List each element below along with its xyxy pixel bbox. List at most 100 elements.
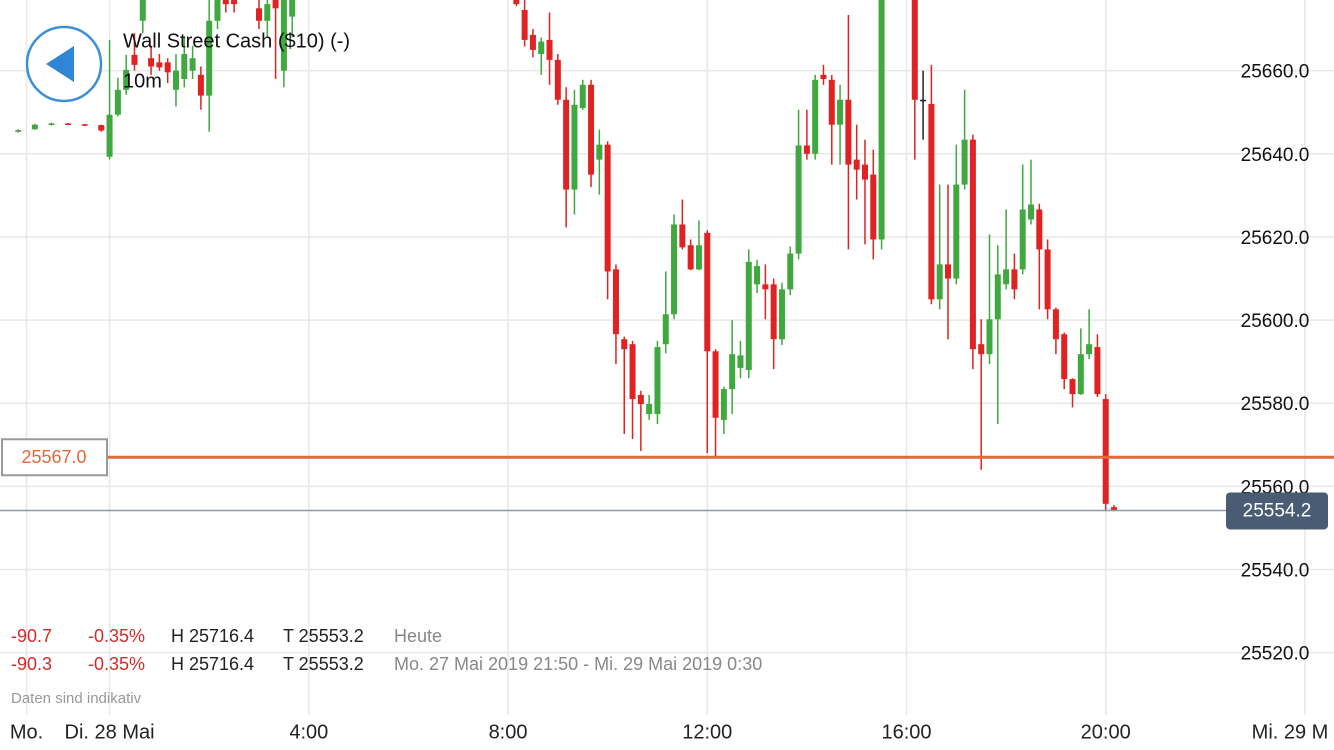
candle-body	[106, 114, 113, 157]
candle-body	[637, 394, 644, 405]
candle-body	[986, 319, 993, 355]
candle-body	[148, 58, 155, 67]
candle-body	[737, 355, 744, 368]
reference-label: 25567.0	[21, 447, 86, 467]
stat-text: T 25553.2	[283, 654, 364, 674]
candle-body	[861, 164, 868, 180]
candle-body	[189, 58, 196, 71]
candle-body	[596, 144, 603, 160]
candle-body	[1003, 269, 1010, 285]
y-tick-label: 25660.0	[1241, 62, 1310, 83]
candle-body	[65, 123, 72, 125]
candle-body	[920, 99, 927, 102]
stat-text: Mo. 27 Mai 2019 21:50 - Mi. 29 Mai 2019 …	[394, 654, 762, 674]
candle-body	[969, 139, 976, 350]
candle-body	[936, 264, 943, 300]
candle-body	[264, 4, 271, 21]
x-tick-label: 20:00	[1081, 721, 1131, 743]
candle-body	[272, 0, 279, 9]
candle-body	[1111, 507, 1118, 511]
back-arrow[interactable]	[46, 46, 74, 82]
candle-body	[911, 0, 918, 100]
grid	[0, 0, 1334, 715]
candle-body	[870, 174, 877, 240]
candle-body	[944, 264, 951, 279]
candle-body	[15, 130, 22, 132]
candle-body	[1028, 204, 1035, 220]
candle-body	[654, 347, 661, 415]
last-price-label: 25554.2	[1243, 500, 1312, 521]
candle-body	[1019, 209, 1026, 270]
x-tick-label: 8:00	[489, 721, 528, 743]
candle-body	[222, 0, 229, 5]
candle-body	[123, 69, 130, 90]
candle-body	[704, 232, 711, 352]
candle-body	[803, 145, 810, 154]
x-tick-label: Mo.	[10, 721, 43, 743]
x-tick-label: 16:00	[881, 721, 931, 743]
candle-body	[953, 184, 960, 279]
stat-text: -0.35%	[88, 626, 145, 646]
x-tick-label: Di. 28 Mai	[65, 721, 155, 743]
candle-body	[754, 266, 761, 285]
candle-body	[521, 9, 528, 40]
candles	[15, 0, 1118, 512]
candle-body	[280, 0, 287, 71]
candle-body	[712, 351, 719, 418]
stats: -90.7 -0.35% H 25716.4 T 25553.2 Heute -90.3 -…	[11, 626, 762, 674]
candle-body	[156, 62, 163, 68]
stat-text: Heute	[394, 626, 442, 646]
candle-body	[513, 0, 520, 5]
candle-body	[588, 84, 595, 175]
candle-body	[837, 99, 844, 125]
candle-body	[172, 70, 179, 90]
y-tick-label: 25620.0	[1241, 228, 1310, 249]
stat-text: -90.3	[11, 654, 52, 674]
candle-body	[1044, 249, 1051, 310]
candle-body	[646, 404, 653, 415]
candle-body	[662, 314, 669, 345]
candle-body	[81, 124, 88, 126]
candle-body	[1102, 399, 1109, 504]
candle-body	[231, 0, 238, 5]
back-button[interactable]	[25, 25, 103, 103]
candle-body	[762, 284, 769, 290]
candle-body	[255, 8, 262, 21]
candle-body	[571, 104, 578, 190]
candle-body	[720, 389, 727, 420]
candle-body	[1036, 209, 1043, 250]
x-tick-label: 12:00	[682, 721, 732, 743]
candle-body	[1069, 379, 1076, 395]
candle-body	[289, 0, 296, 17]
candle-body	[206, 20, 213, 96]
candle-body	[812, 79, 819, 154]
candle-body	[538, 41, 545, 55]
candle-body	[563, 99, 570, 190]
candle-body	[961, 139, 968, 185]
candle-body	[994, 274, 1001, 320]
candle-body	[114, 89, 121, 115]
candle-body	[139, 0, 146, 21]
candle-body	[1077, 354, 1084, 395]
y-tick-label: 25600.0	[1241, 311, 1310, 332]
stat-text: T 25553.2	[283, 626, 364, 646]
candle-body	[214, 0, 221, 21]
candle-body	[1052, 309, 1059, 340]
candle-body	[31, 124, 38, 130]
candle-body	[612, 269, 619, 335]
candle-body	[845, 99, 852, 165]
disclaimer: Daten sind indikativ	[11, 690, 142, 707]
candle-body	[795, 145, 802, 254]
candle-body	[828, 79, 835, 125]
candle-body	[695, 245, 702, 270]
candle-body	[1094, 347, 1101, 395]
candle-body	[181, 54, 188, 79]
candle-body	[928, 103, 935, 300]
y-tick-label: 25520.0	[1241, 644, 1310, 665]
x-tick-label: Mi. 29 M	[1252, 721, 1329, 743]
candle-body	[978, 344, 985, 355]
candle-body	[745, 261, 752, 370]
candle-body	[1061, 334, 1068, 380]
